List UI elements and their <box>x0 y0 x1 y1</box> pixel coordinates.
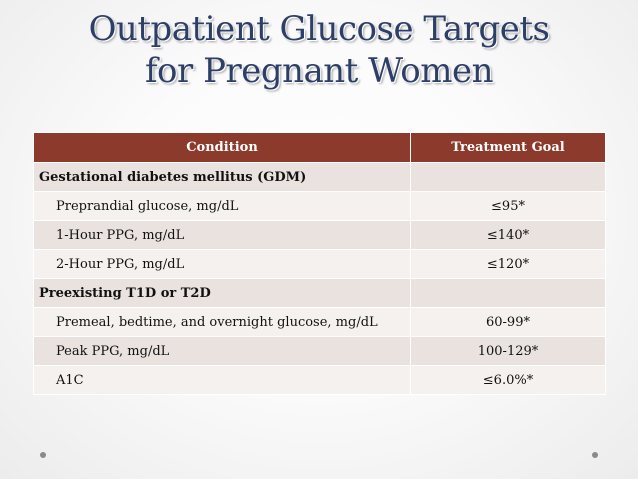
table-row: Premeal, bedtime, and overnight glucose,… <box>33 307 606 337</box>
treatment-goal-cell: ≤140* <box>410 220 606 250</box>
treatment-goal-cell: ≤120* <box>410 249 606 279</box>
section-heading-cell: Preexisting T1D or T2D <box>33 278 411 308</box>
column-header-treatment-goal: Treatment Goal <box>410 132 606 163</box>
condition-cell: Preprandial glucose, mg/dL <box>33 191 411 221</box>
treatment-goal-cell <box>410 278 606 308</box>
treatment-goal-cell: ≤95* <box>410 191 606 221</box>
section-heading-cell: Gestational diabetes mellitus (GDM) <box>33 162 411 192</box>
table-row: A1C ≤6.0%* <box>33 365 606 395</box>
slide-title-line-1: Outpatient Glucose Targets <box>88 9 550 49</box>
table-row: Gestational diabetes mellitus (GDM) <box>33 162 606 192</box>
slide-title: Outpatient Glucose Targets for Pregnant … <box>0 8 638 92</box>
slide-decoration-dot-left <box>40 452 46 458</box>
condition-cell: 2-Hour PPG, mg/dL <box>33 249 411 279</box>
condition-cell: Peak PPG, mg/dL <box>33 336 411 366</box>
table-header-row: Condition Treatment Goal <box>33 132 606 163</box>
table-row: 2-Hour PPG, mg/dL ≤120* <box>33 249 606 279</box>
condition-cell: 1-Hour PPG, mg/dL <box>33 220 411 250</box>
table-row: Preexisting T1D or T2D <box>33 278 606 308</box>
slide-title-line-2: for Pregnant Women <box>144 51 494 91</box>
table-body: Gestational diabetes mellitus (GDM) Prepr… <box>33 162 606 395</box>
condition-cell: Premeal, bedtime, and overnight glucose,… <box>33 307 411 337</box>
treatment-goal-cell: 100-129* <box>410 336 606 366</box>
column-header-condition: Condition <box>33 132 411 163</box>
slide-decoration-dot-right <box>592 452 598 458</box>
table-row: Peak PPG, mg/dL 100-129* <box>33 336 606 366</box>
glucose-targets-table: Condition Treatment Goal Gestational dia… <box>33 132 606 395</box>
table-row: 1-Hour PPG, mg/dL ≤140* <box>33 220 606 250</box>
treatment-goal-cell: ≤6.0%* <box>410 365 606 395</box>
treatment-goal-cell: 60-99* <box>410 307 606 337</box>
treatment-goal-cell <box>410 162 606 192</box>
table-row: Preprandial glucose, mg/dL ≤95* <box>33 191 606 221</box>
condition-cell: A1C <box>33 365 411 395</box>
